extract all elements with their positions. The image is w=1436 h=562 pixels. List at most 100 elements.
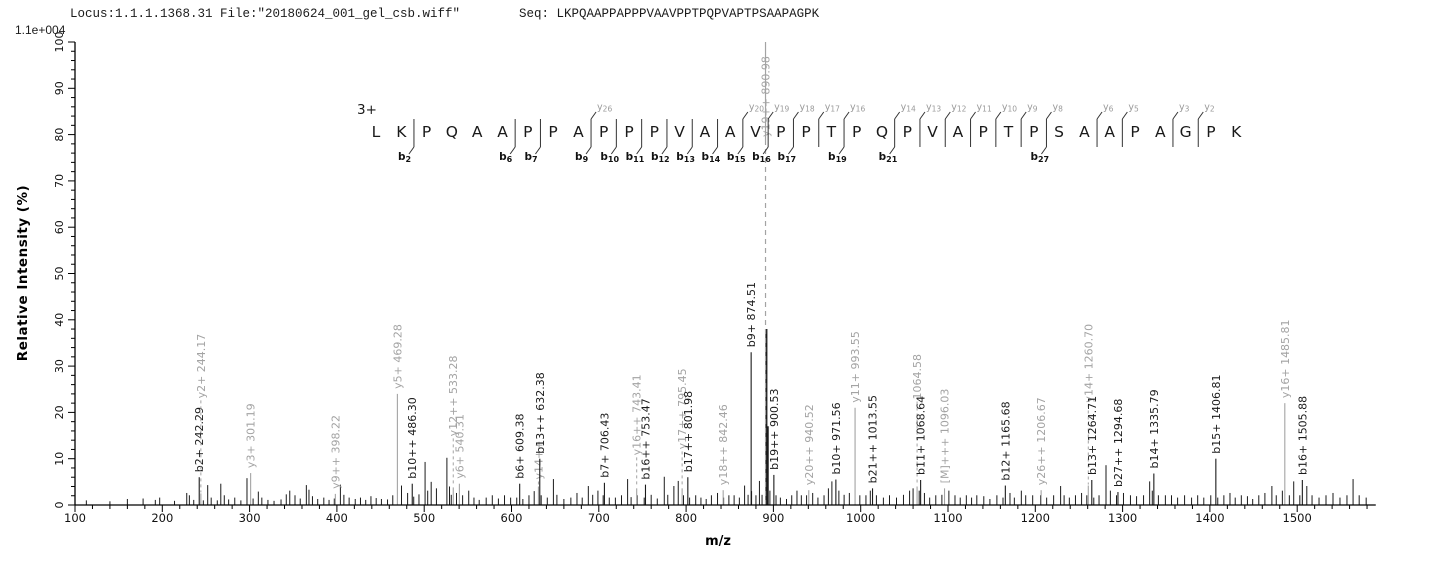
peak-label: y11+ 993.55 xyxy=(849,331,862,403)
locus-file-label: Locus:1.1.1.1368.31 File:"20180624_001_g… xyxy=(70,7,461,21)
peak-label: b14+ 1335.79 xyxy=(1148,389,1161,468)
peak-label: b12+ 1165.68 xyxy=(999,401,1012,480)
b-ion-tick xyxy=(762,146,769,155)
y-tick-label: 30 xyxy=(53,359,66,373)
y-ion-label: y2 xyxy=(1204,102,1215,114)
y-ion-label: y11 xyxy=(977,102,992,114)
residue-letter: A xyxy=(1079,123,1090,141)
peak-label: y18++ 842.46 xyxy=(717,404,730,485)
y-ion-label: y3 xyxy=(1179,102,1190,114)
b-ion-label: b9 xyxy=(575,151,589,164)
residue-letter: A xyxy=(1155,123,1166,141)
x-axis-title: m/z xyxy=(705,534,731,549)
b-ion-label: b2 xyxy=(398,151,411,164)
b-ion-label: b27 xyxy=(1030,151,1049,164)
y-ion-label: y26 xyxy=(597,102,612,114)
y-ion-tick xyxy=(944,111,951,120)
peak-label: y9++ 398.22 xyxy=(329,415,342,489)
b-ion-label: b11 xyxy=(626,151,645,164)
b-ion-tick xyxy=(509,146,516,155)
peak-label: b16+ 1505.88 xyxy=(1296,396,1309,475)
y-ion-tick xyxy=(1172,111,1179,120)
b-ion-label: b12 xyxy=(651,151,670,164)
peak-label: y12++ 533.28 xyxy=(447,355,460,436)
y-tick-label: 40 xyxy=(53,313,66,327)
peak-label: y6+ 540.31 xyxy=(453,414,466,479)
residue-letter: V xyxy=(927,123,938,141)
b-ion-tick xyxy=(838,146,845,155)
y-tick-label: 10 xyxy=(53,452,66,466)
y-ion-label: y18 xyxy=(799,102,814,114)
peak-label: b6+ 609.38 xyxy=(514,414,527,479)
residue-letter: A xyxy=(573,123,584,141)
peak-label: b13+ 1264.71 xyxy=(1086,396,1099,475)
y-tick-label: 90 xyxy=(53,81,66,95)
residue-letter: P xyxy=(1130,123,1139,141)
b-ion-tick xyxy=(408,146,415,155)
y-tick-label: 70 xyxy=(53,174,66,188)
peak-label: y5+ 469.28 xyxy=(391,324,404,389)
b-ion-label: b10 xyxy=(600,151,619,164)
y-ion-tick xyxy=(1121,111,1128,120)
b-ion-label: b21 xyxy=(879,151,898,164)
y-ion-label: y12 xyxy=(951,102,966,114)
peak-label: b2+ 242.29 xyxy=(193,407,206,472)
b-ion-label: b14 xyxy=(702,151,721,164)
b-ion-label: b16 xyxy=(752,151,771,164)
residue-letter: L xyxy=(372,123,381,141)
y-ion-tick xyxy=(843,111,850,120)
y-ion-label: y17 xyxy=(825,102,840,114)
residue-letter: A xyxy=(725,123,736,141)
y-ion-label: y10 xyxy=(1002,102,1017,114)
peak-label: b17++ 801.98 xyxy=(682,391,695,472)
y-tick-label: 20 xyxy=(53,405,66,419)
residue-letter: P xyxy=(852,123,861,141)
y-ion-label: y20 xyxy=(749,102,764,114)
sequence-header: Seq: LKPQAAPPAPPPVAAVPPTPQPVAPTPSAAPAGPK xyxy=(519,7,819,21)
residue-letter: A xyxy=(472,123,483,141)
peak-label: y14++ xyxy=(532,441,545,480)
x-tick-label: 1500 xyxy=(1283,511,1312,525)
peak-label: b27++ 1294.68 xyxy=(1112,399,1125,487)
peak-label: y3+ 301.19 xyxy=(245,403,258,468)
y-ion-tick xyxy=(995,111,1002,120)
peak-label: y26++ 1206.67 xyxy=(1035,397,1048,485)
residue-letter: P xyxy=(650,123,659,141)
peak-label: y16++ 743.41 xyxy=(631,374,644,455)
y-ion-label: y5 xyxy=(1128,102,1139,114)
peak-label: y16+ 1485.81 xyxy=(1279,319,1292,398)
peak-label: b11+ 1068.64 xyxy=(915,396,928,475)
x-tick-label: 800 xyxy=(675,511,697,525)
residue-letter: P xyxy=(599,123,608,141)
x-tick-label: 1200 xyxy=(1021,511,1050,525)
y-ion-tick xyxy=(767,111,774,120)
sequence-header-value: LKPQAAPPAPPPVAAVPPTPQPVAPTPSAAPAGPK xyxy=(556,7,820,21)
y-ion-tick xyxy=(793,111,799,120)
peak-label: b16++ 753.47 xyxy=(639,398,652,479)
y-ion-tick xyxy=(970,111,976,120)
y-ion-label: y13 xyxy=(926,102,941,114)
b-ion-tick xyxy=(889,146,896,155)
residue-letter: Q xyxy=(446,123,458,141)
y-ion-label: y19 xyxy=(774,102,789,114)
y-ion-tick xyxy=(1096,111,1103,120)
y-tick-label: 50 xyxy=(53,267,66,281)
y-ion-tick xyxy=(1020,111,1027,120)
residue-letter: P xyxy=(776,123,785,141)
x-tick-label: 700 xyxy=(588,511,610,525)
y-ion-tick xyxy=(1197,111,1204,120)
residue-letter: S xyxy=(1054,123,1064,141)
residue-letter: Q xyxy=(876,123,888,141)
peak-label: b21++ 1013.55 xyxy=(867,395,880,483)
y-tick-label: 100 xyxy=(53,32,66,53)
peak-label: b7+ 706.43 xyxy=(598,413,611,478)
y-ion-tick xyxy=(1046,111,1052,120)
peak-label: b9+ 874.51 xyxy=(745,282,758,347)
residue-letter: T xyxy=(1003,123,1014,141)
labeled-peaks: b2+ 242.29 y2+ 244.17 y3+ 301.19 y9++ 398.2… xyxy=(193,42,1309,505)
b-ion-tick xyxy=(636,146,643,155)
peak-label: y20++ 940.52 xyxy=(803,404,816,485)
background-peaks xyxy=(85,329,1367,505)
b-ion-label: b17 xyxy=(777,151,796,164)
